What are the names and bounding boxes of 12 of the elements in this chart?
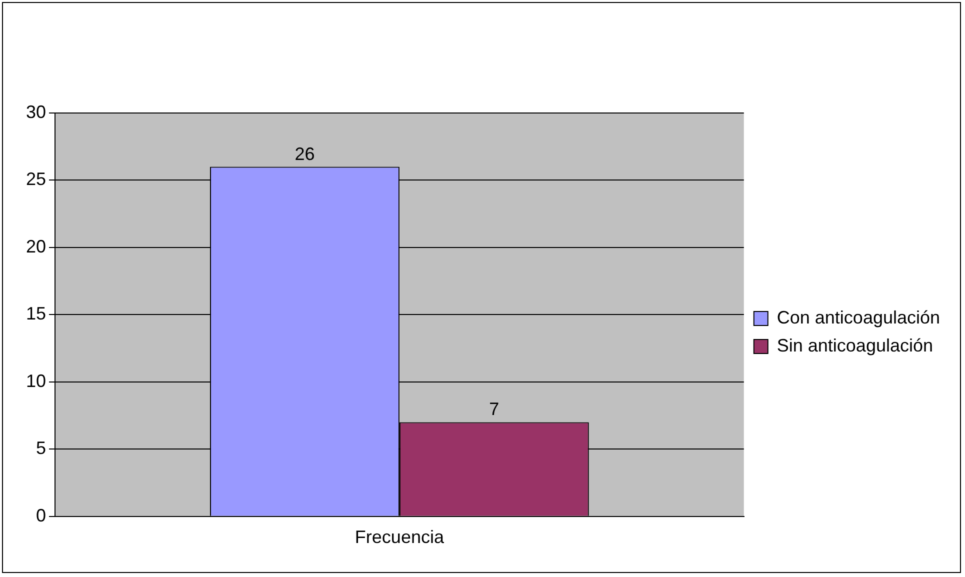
legend-label: Sin anticoagulación [776, 335, 934, 356]
y-tick-label: 20 [26, 236, 46, 256]
data-label: 7 [489, 399, 500, 420]
y-tick-label: 30 [26, 102, 46, 122]
y-tick-label: 0 [36, 505, 46, 526]
y-tick-label: 10 [26, 370, 46, 391]
data-label: 26 [294, 144, 315, 164]
y-tick-label: 5 [36, 438, 46, 458]
y-tick-label: 25 [26, 169, 46, 190]
legend-label: Con anticoagulación [776, 307, 940, 328]
x-tick-label: Frecuencia [354, 527, 445, 548]
y-tick-label: 15 [26, 304, 46, 324]
